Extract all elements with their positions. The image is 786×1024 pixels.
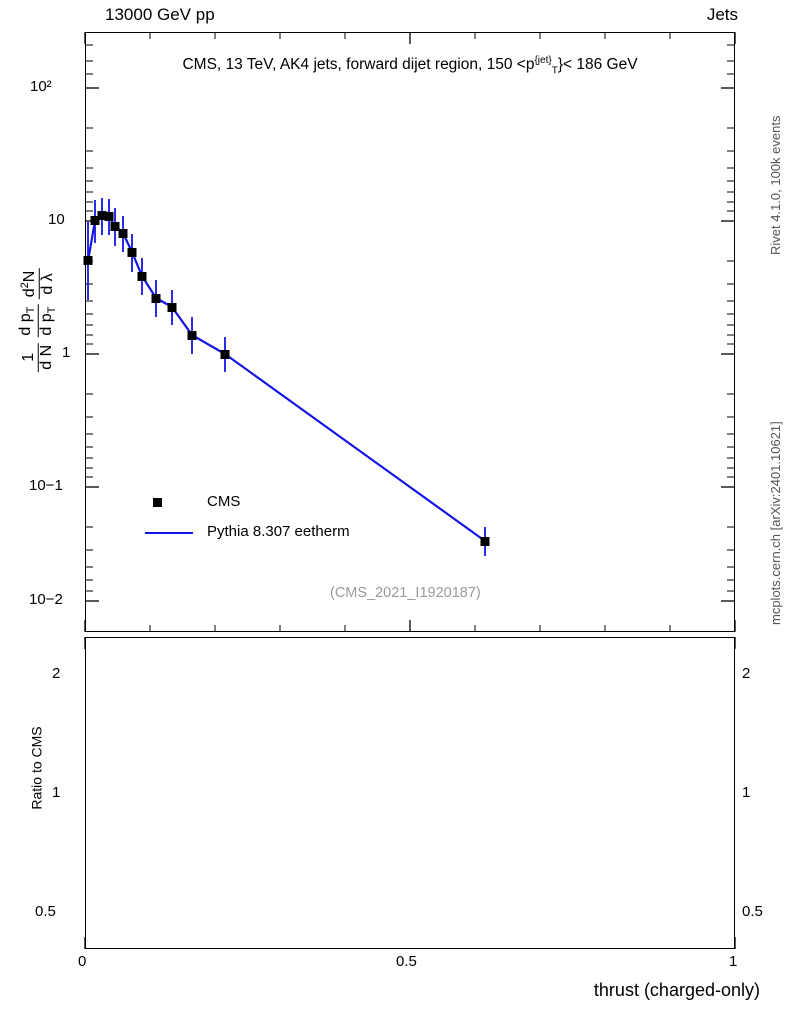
ratio-y-axis-label: Ratio to CMS [28, 726, 45, 810]
plot-title: CMS, 13 TeV, AK4 jets, forward dijet reg… [85, 55, 735, 76]
legend-label-cms: CMS [207, 493, 241, 510]
series-cms-errorbars [87, 198, 486, 556]
xtick-1: 1 [729, 953, 738, 970]
ytick-100: 10² [30, 78, 52, 95]
ratio-ytick-1-left: 1 [52, 784, 61, 801]
rivet-version-label: Rivet 4.1.0, 100k events [768, 115, 783, 255]
ytick-10: 10 [48, 211, 65, 228]
ratio-ytick-05-left: 0.5 [35, 903, 56, 920]
plot-title-tail: }< 186 GeV [557, 56, 638, 74]
plot-title-sup: {jet} [534, 55, 552, 66]
mcplots-arxiv-label: mcplots.cern.ch [arXiv:2401.10621] [768, 421, 783, 625]
ratio-ytick-05-right: 0.5 [742, 903, 763, 920]
main-x-ticks [84, 32, 736, 632]
plot-title-sub: T [551, 65, 558, 77]
header-right-category: Jets [706, 5, 738, 24]
series-cms-markers [83, 211, 490, 546]
xtick-0: 0 [78, 953, 87, 970]
ratio-plot-frame [85, 637, 735, 949]
ratio-ytick-1-right: 1 [742, 784, 751, 801]
ytick-1: 1 [62, 344, 71, 361]
xtick-0p5: 0.5 [396, 953, 417, 970]
ytick-0p1: 10−1 [29, 477, 63, 494]
ratio-ytick-2-left: 2 [52, 665, 61, 682]
legend-label-pythia: Pythia 8.307 eetherm [207, 523, 350, 540]
plot-title-text: CMS, 13 TeV, AK4 jets, forward dijet reg… [182, 56, 535, 74]
header-left-beam: 13000 GeV pp [105, 5, 215, 24]
line-swatch-icon [145, 532, 193, 535]
main-y-minor-ticks [85, 44, 735, 592]
ratio-ytick-2-right: 2 [742, 665, 751, 682]
main-y-major-ticks [85, 87, 735, 602]
main-x-minor-ticks [149, 32, 671, 632]
ytick-0p01: 10−2 [29, 591, 63, 608]
series-pythia-line [86, 214, 486, 542]
analysis-watermark: (CMS_2021_I1920187) [330, 585, 481, 601]
x-axis-label: thrust (charged-only) [593, 980, 760, 1000]
square-marker-icon [153, 498, 162, 507]
